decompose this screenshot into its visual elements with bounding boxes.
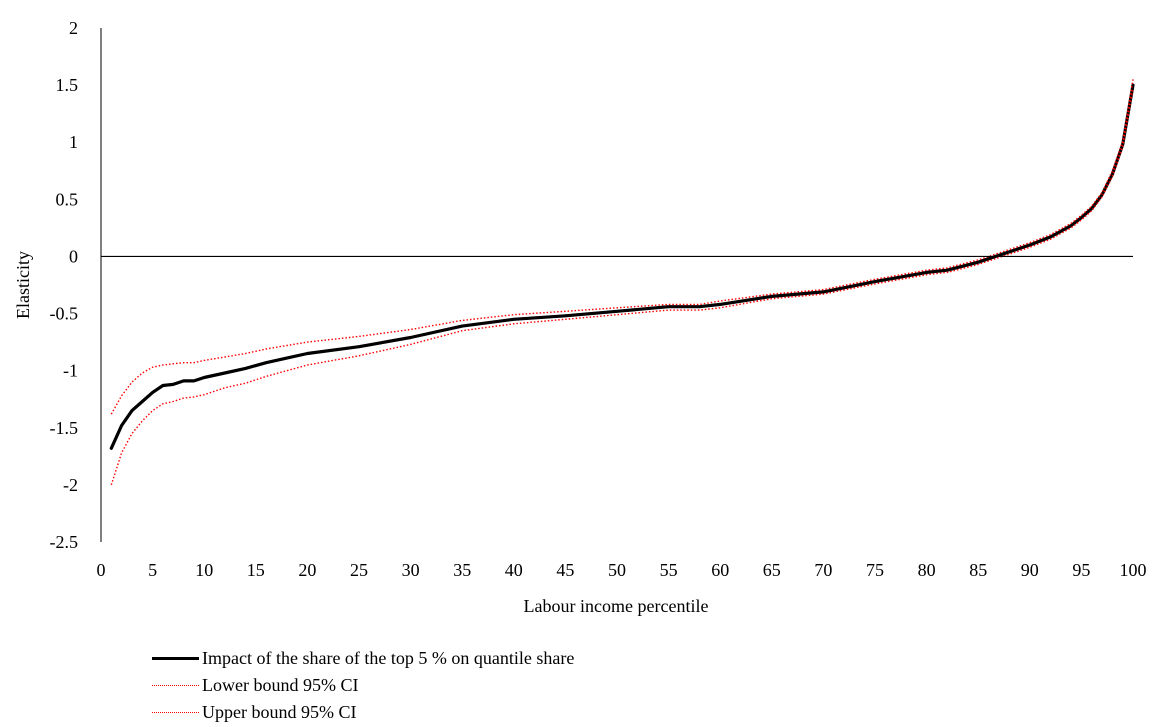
- x-tick-label: 5: [148, 560, 157, 580]
- x-tick-label: 75: [866, 560, 884, 580]
- x-tick-label: 90: [1021, 560, 1039, 580]
- x-tick-label: 35: [453, 560, 471, 580]
- y-tick-label: 1: [69, 132, 78, 152]
- y-tick-label: -1.5: [50, 418, 79, 438]
- plot-area: [109, 79, 1135, 486]
- x-tick-label: 30: [402, 560, 420, 580]
- legend-item-lower-bound: Lower bound 95% CI: [152, 672, 852, 699]
- tick-labels: 2 1.5 1 0.5 0 -0.5 -1 -1.5 -2 -2.5 0 5 10 15 20 25 30 35 4…: [50, 18, 1147, 580]
- x-tick-label: 40: [505, 560, 523, 580]
- x-tick-label: 100: [1120, 560, 1147, 580]
- y-tick-label: 2: [69, 18, 78, 38]
- legend-swatch-solid: [152, 657, 199, 660]
- x-tick-label: 0: [97, 560, 106, 580]
- x-tick-label: 95: [1072, 560, 1090, 580]
- y-tick-label: -2: [63, 475, 78, 495]
- legend-label: Impact of the share of the top 5 % on qu…: [202, 648, 575, 668]
- x-tick-label: 60: [711, 560, 729, 580]
- legend-swatch-dotted: [152, 712, 199, 713]
- y-tick-label: -2.5: [50, 532, 79, 552]
- x-tick-label: 70: [814, 560, 832, 580]
- y-axis-label: Elasticity: [13, 251, 33, 319]
- x-tick-label: 20: [298, 560, 316, 580]
- x-tick-label: 25: [350, 560, 368, 580]
- legend-item-impact: Impact of the share of the top 5 % on qu…: [152, 645, 852, 672]
- x-tick-label: 15: [247, 560, 265, 580]
- legend-swatch-dotted: [152, 685, 199, 686]
- y-tick-label: 0: [69, 246, 78, 266]
- y-tick-label: -0.5: [50, 304, 79, 324]
- legend-item-upper-bound: Upper bound 95% CI: [152, 699, 852, 726]
- x-tick-label: 80: [918, 560, 936, 580]
- y-tick-label: 1.5: [56, 75, 79, 95]
- legend: Impact of the share of the top 5 % on qu…: [152, 645, 852, 726]
- series-line-0: [109, 83, 1135, 450]
- x-tick-label: 10: [195, 560, 213, 580]
- x-axis-label: Labour income percentile: [524, 596, 709, 616]
- x-tick-label: 50: [608, 560, 626, 580]
- legend-label: Lower bound 95% CI: [202, 675, 359, 695]
- legend-label: Upper bound 95% CI: [202, 702, 357, 722]
- axes: [100, 28, 1133, 542]
- y-tick-label: -1: [63, 361, 78, 381]
- x-tick-label: 85: [969, 560, 987, 580]
- series-line-1: [110, 88, 1134, 486]
- x-tick-label: 55: [660, 560, 678, 580]
- x-tick-label: 65: [763, 560, 781, 580]
- y-tick-label: 0.5: [56, 189, 79, 209]
- x-tick-label: 45: [556, 560, 574, 580]
